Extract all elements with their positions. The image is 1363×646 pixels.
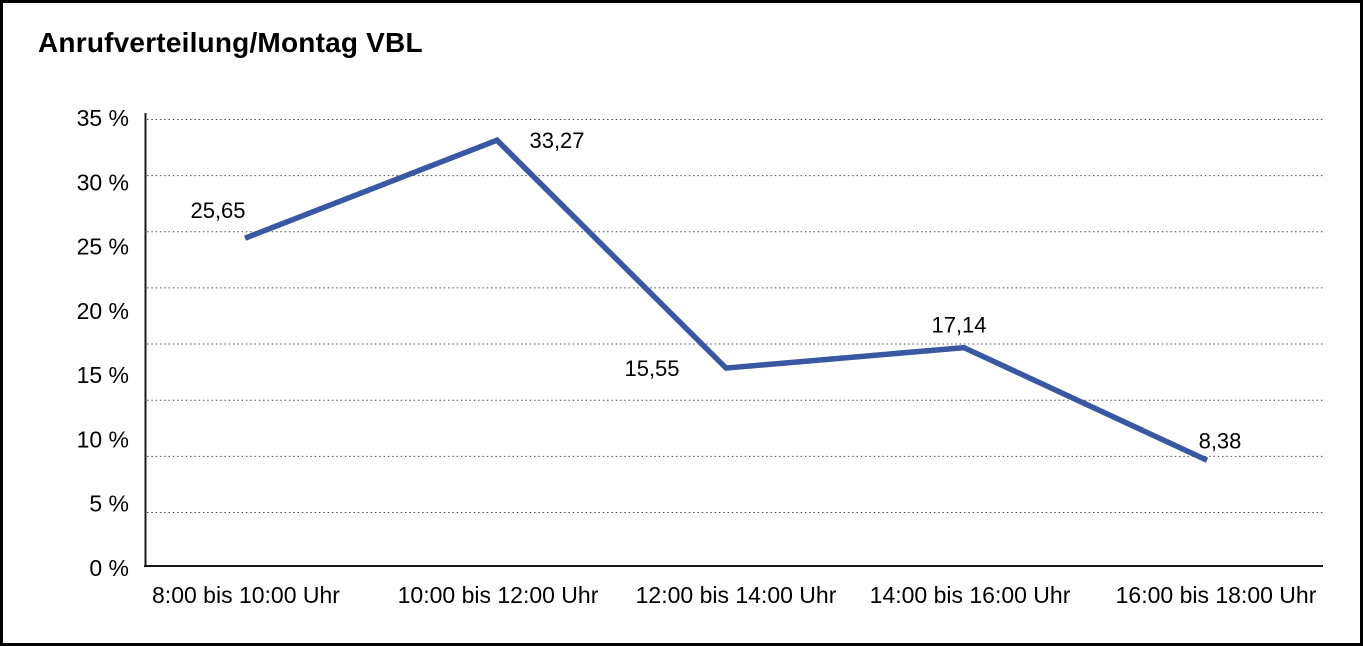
y-tick-label: 10 %	[77, 426, 129, 452]
data-label: 25,65	[190, 198, 245, 223]
x-category-label: 10:00 bis 12:00 Uhr	[398, 582, 599, 608]
y-tick-label: 30 %	[77, 169, 129, 195]
x-category-label: 8:00 bis 10:00 Uhr	[152, 582, 340, 608]
x-category-label: 16:00 bis 18:00 Uhr	[1116, 582, 1317, 608]
data-label: 15,55	[624, 356, 679, 381]
y-tick-label: 20 %	[77, 298, 129, 324]
x-category-label: 12:00 bis 14:00 Uhr	[636, 582, 837, 608]
y-tick-label: 35 %	[77, 105, 129, 131]
y-tick-label: 25 %	[77, 234, 129, 260]
x-category-label: 14:00 bis 16:00 Uhr	[870, 582, 1071, 608]
data-label: 33,27	[529, 128, 584, 153]
data-label: 8,38	[1199, 428, 1242, 453]
data-label: 17,14	[931, 313, 986, 338]
chart-title: Anrufverteilung/Montag VBL	[38, 27, 423, 58]
y-tick-label: 5 %	[89, 491, 129, 517]
y-tick-label: 15 %	[77, 362, 129, 388]
y-tick-label: 0 %	[89, 555, 129, 581]
series-line	[244, 137, 1209, 463]
